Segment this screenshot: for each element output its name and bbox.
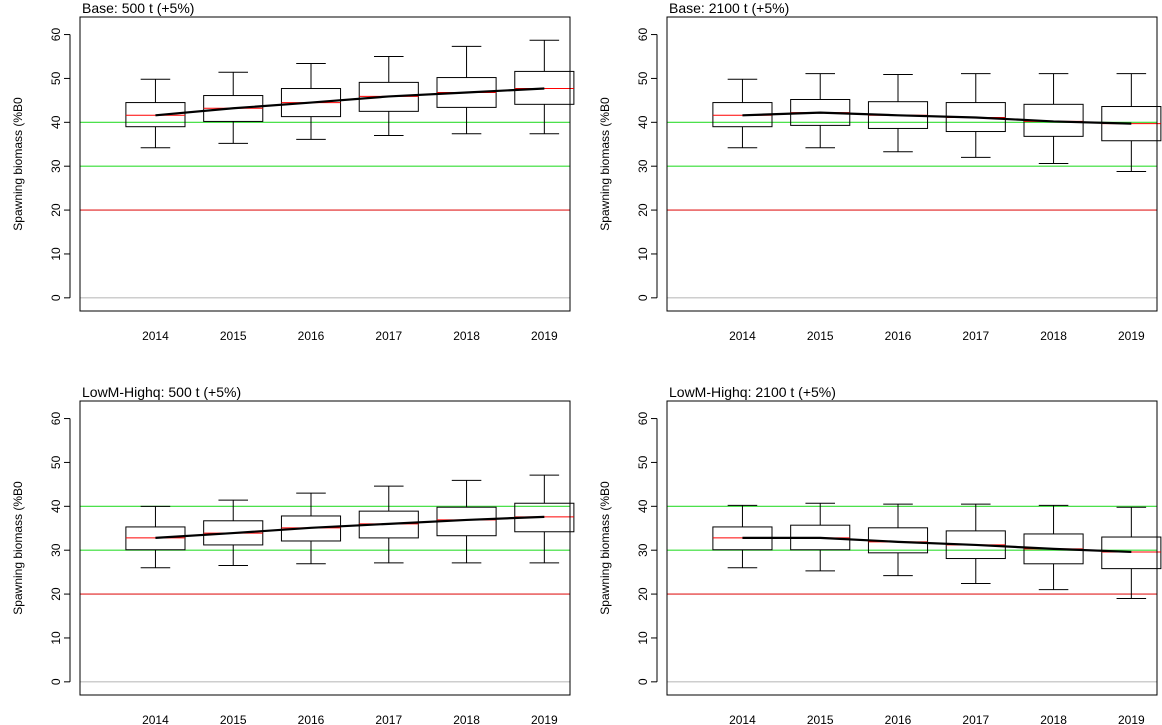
y-tick-label: 0 (49, 678, 63, 685)
plot-frame (79, 400, 571, 696)
y-tick-label: 20 (49, 587, 63, 601)
box (1101, 536, 1162, 570)
x-tick-label: 2016 (885, 713, 912, 725)
panel-title: Base: 500 t (+5%) (82, 0, 194, 16)
y-tick-label: 20 (636, 203, 650, 217)
x-tick-label: 2015 (220, 713, 247, 725)
plot-frame (666, 400, 1158, 696)
y-tick-label: 30 (636, 159, 650, 173)
y-tick-label: 60 (636, 412, 650, 426)
y-tick-label: 10 (636, 631, 650, 645)
x-tick-label: 2017 (962, 329, 989, 343)
panel-title: Base: 2100 t (+5%) (669, 0, 789, 16)
y-tick-label: 60 (636, 28, 650, 42)
y-tick-label: 50 (49, 71, 63, 85)
y-tick-label: 20 (49, 203, 63, 217)
y-tick-label: 10 (49, 247, 63, 261)
y-tick-label: 0 (636, 294, 650, 301)
y-axis-label: Spawning biomass (%B0 (598, 481, 612, 615)
mean-line (742, 536, 1132, 554)
y-tick-label: 0 (636, 678, 650, 685)
y-tick-label: 40 (636, 115, 650, 129)
x-tick-label: 2017 (375, 713, 402, 725)
x-tick-label: 2014 (729, 329, 756, 343)
x-tick-label: 2018 (1040, 329, 1067, 343)
y-tick-label: 30 (636, 543, 650, 557)
y-tick-label: 0 (49, 294, 63, 301)
x-tick-label: 2018 (453, 713, 480, 725)
x-tick-label: 2019 (1118, 713, 1145, 725)
x-tick-label: 2017 (962, 713, 989, 725)
x-tick-label: 2014 (729, 713, 756, 725)
y-axis-label: Spawning biomass (%B0 (11, 481, 25, 615)
mean-line (742, 111, 1132, 125)
box (280, 515, 342, 542)
y-tick-label: 50 (636, 455, 650, 469)
x-tick-label: 2019 (531, 329, 558, 343)
x-tick-label: 2014 (142, 713, 169, 725)
x-tick-label: 2015 (807, 713, 834, 725)
x-tick-label: 2019 (1118, 329, 1145, 343)
panel-title: LowM-Highq: 2100 t (+5%) (669, 384, 836, 400)
x-tick-label: 2017 (375, 329, 402, 343)
mean-line (155, 515, 545, 540)
y-tick-label: 20 (636, 587, 650, 601)
y-tick-label: 30 (49, 543, 63, 557)
x-tick-label: 2015 (807, 329, 834, 343)
y-tick-label: 40 (49, 499, 63, 513)
plot-frame (666, 16, 1158, 312)
x-tick-label: 2018 (453, 329, 480, 343)
y-tick-label: 40 (49, 115, 63, 129)
x-tick-label: 2016 (885, 329, 912, 343)
y-tick-label: 50 (636, 71, 650, 85)
y-axis-label: Spawning biomass (%B0 (11, 97, 25, 231)
y-tick-label: 10 (636, 247, 650, 261)
x-tick-label: 2014 (142, 329, 169, 343)
y-tick-label: 60 (49, 412, 63, 426)
x-tick-label: 2016 (298, 329, 325, 343)
y-axis-label: Spawning biomass (%B0 (598, 97, 612, 231)
y-tick-label: 60 (49, 28, 63, 42)
box (514, 70, 575, 105)
y-tick-label: 30 (49, 159, 63, 173)
y-tick-label: 10 (49, 631, 63, 645)
x-tick-label: 2019 (531, 713, 558, 725)
x-tick-label: 2015 (220, 329, 247, 343)
y-tick-label: 40 (636, 499, 650, 513)
x-tick-label: 2018 (1040, 713, 1067, 725)
panel-title: LowM-Highq: 500 t (+5%) (82, 384, 241, 400)
mean-line (155, 87, 545, 117)
y-tick-label: 50 (49, 455, 63, 469)
box (125, 102, 186, 128)
plot-frame (79, 16, 571, 312)
x-tick-label: 2016 (298, 713, 325, 725)
